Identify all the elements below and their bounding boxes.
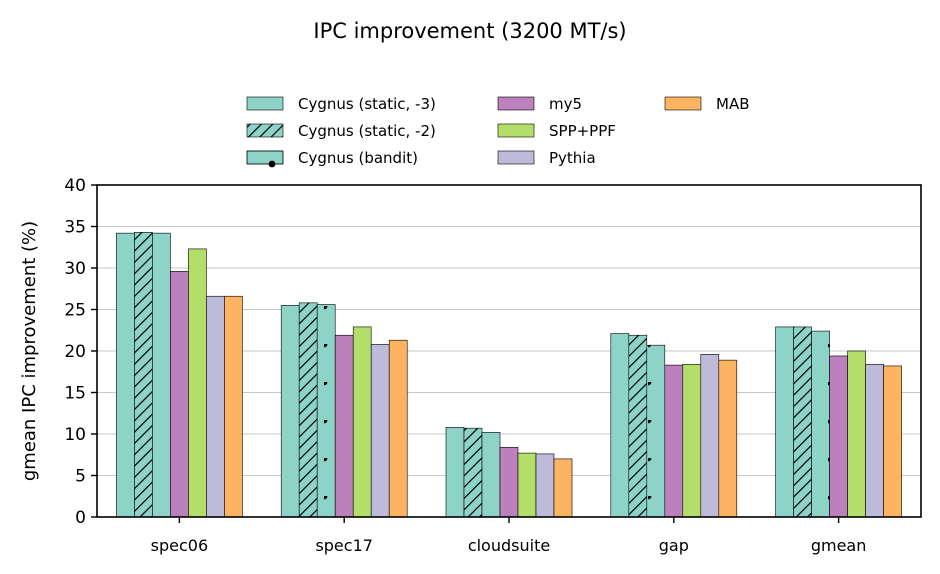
bar <box>628 334 648 518</box>
bar <box>116 232 135 518</box>
y-tick-label: 40 <box>64 176 86 196</box>
legend: Cygnus (static, -3) Cygnus (static, -2) Cy… <box>246 95 750 168</box>
bars <box>116 232 902 518</box>
bar <box>775 326 794 518</box>
x-axis: spec06 spec17 cloudsuite gap gmean <box>151 517 867 555</box>
bar <box>481 432 501 518</box>
y-tick-label: 20 <box>64 342 86 362</box>
legend-label: Cygnus (static, -2) <box>298 122 436 140</box>
x-tick-label: spec06 <box>151 536 209 555</box>
x-tick-label: gap <box>659 536 689 555</box>
x-tick-label: spec17 <box>315 536 373 555</box>
legend-swatch <box>246 123 284 138</box>
bar <box>847 350 866 518</box>
y-tick-label: 10 <box>64 425 86 445</box>
bar <box>865 363 884 518</box>
bar <box>553 458 573 518</box>
legend-label: MAB <box>716 95 750 113</box>
bar <box>445 427 465 518</box>
legend-swatch <box>497 150 535 165</box>
bar <box>793 326 812 518</box>
bar <box>134 232 153 518</box>
bar <box>718 359 738 518</box>
legend-swatch <box>246 96 284 111</box>
chart-title: IPC improvement (3200 MT/s) <box>313 19 626 43</box>
legend-label: my5 <box>549 95 582 113</box>
legend-swatch-outline <box>246 150 284 165</box>
y-tick-label: 30 <box>64 259 86 279</box>
x-tick-label: cloudsuite <box>468 536 550 555</box>
bar <box>224 295 243 518</box>
bar <box>170 271 189 518</box>
bar <box>535 453 555 518</box>
bar <box>188 248 207 518</box>
bar <box>682 363 702 518</box>
x-tick-label: gmean <box>811 536 867 555</box>
bar <box>388 339 408 518</box>
bar <box>700 354 720 518</box>
legend-label: SPP+PPF <box>549 122 616 140</box>
legend-swatch <box>664 96 702 111</box>
bar <box>152 232 171 518</box>
bar <box>610 333 630 518</box>
bar <box>463 427 483 518</box>
y-tick-label: 35 <box>64 218 86 238</box>
y-axis-label: gmean IPC improvement (%) <box>19 221 40 481</box>
bar <box>370 344 390 518</box>
legend-label: Pythia <box>549 149 596 167</box>
bar <box>517 452 537 518</box>
legend-label: Cygnus (static, -3) <box>298 95 436 113</box>
bar <box>646 344 666 518</box>
bar <box>280 305 300 518</box>
bar <box>829 355 848 518</box>
legend-swatch <box>497 96 535 111</box>
bar <box>811 330 830 518</box>
bar <box>499 446 519 518</box>
bar <box>298 302 318 518</box>
legend-swatch <box>246 150 284 165</box>
bar <box>334 334 354 518</box>
bar <box>883 365 902 518</box>
bar <box>664 364 684 518</box>
y-tick-label: 5 <box>75 467 86 487</box>
legend-label: Cygnus (bandit) <box>298 149 418 167</box>
bar <box>206 295 225 518</box>
legend-swatch <box>497 123 535 138</box>
bar <box>316 304 336 518</box>
y-tick-label: 25 <box>64 301 86 321</box>
y-tick-label: 15 <box>64 384 86 404</box>
y-tick-label: 0 <box>75 508 86 528</box>
y-axis: 0 5 10 15 20 25 30 35 40 <box>64 176 97 528</box>
bar <box>352 326 372 518</box>
